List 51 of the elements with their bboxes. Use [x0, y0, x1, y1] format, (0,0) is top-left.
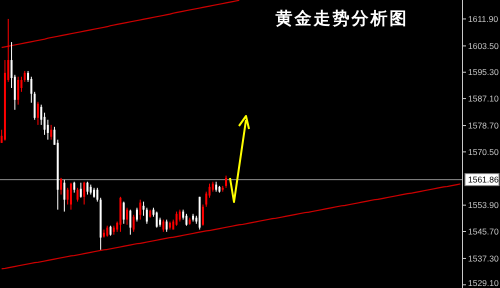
- y-tick-label: 1553.90: [468, 200, 499, 210]
- y-tick-label: 1587.10: [468, 94, 499, 104]
- candlestick: [70, 182, 72, 210]
- candlestick: [202, 204, 204, 226]
- candlestick: [185, 213, 188, 226]
- candlestick: [122, 201, 125, 224]
- candlestick: [17, 76, 20, 106]
- candlestick: [86, 181, 88, 196]
- candlestick: [76, 187, 79, 202]
- candlestick: [24, 70, 26, 82]
- candlestick: [176, 211, 178, 226]
- y-tick-label: 1578.70: [468, 120, 499, 131]
- candlestick: [132, 214, 135, 232]
- candlestick: [106, 225, 108, 238]
- candlestick: [60, 177, 62, 196]
- candlestick: [212, 181, 214, 192]
- candlestick: [46, 119, 49, 140]
- y-tick-label: 1570.50: [468, 146, 499, 157]
- candlestick: [126, 207, 128, 226]
- y-tick-label: 1611.90: [468, 14, 498, 24]
- candlestick: [63, 179, 66, 212]
- y-tick-label: 1595.30: [468, 67, 499, 78]
- y-tick-label: 1603.50: [468, 40, 499, 51]
- candlestick: [182, 209, 184, 220]
- candlestick: [110, 225, 112, 236]
- candlestick: [66, 187, 69, 206]
- candlestick: [139, 199, 142, 220]
- candlestick: [90, 184, 92, 196]
- y-tick-label: 1545.70: [468, 226, 499, 236]
- candlestick: [129, 209, 132, 236]
- candlestick: [73, 181, 76, 194]
- candlestick: [83, 181, 86, 206]
- candlestick: [162, 219, 164, 232]
- candlestick: [146, 207, 148, 224]
- y-tick-label: 1537.30: [468, 253, 499, 264]
- candlestick: [93, 187, 96, 198]
- line-series: [1, 183, 461, 270]
- candlestick: [225, 175, 228, 188]
- line-series: [1, 0, 240, 48]
- text: 黄金走势分析图: [274, 9, 408, 29]
- candlestick: [136, 207, 138, 222]
- candlestick: [156, 211, 158, 228]
- candlestick: [166, 219, 168, 232]
- candlestick: [80, 182, 82, 198]
- y-tick-label: 1529.10: [468, 278, 499, 288]
- candlestick: [50, 124, 52, 140]
- ref-line-label: 1561.86: [468, 174, 499, 185]
- candlestick: [178, 209, 181, 222]
- candlestick: [215, 181, 218, 192]
- candlestick: [142, 201, 145, 216]
- candlestick: [36, 101, 39, 126]
